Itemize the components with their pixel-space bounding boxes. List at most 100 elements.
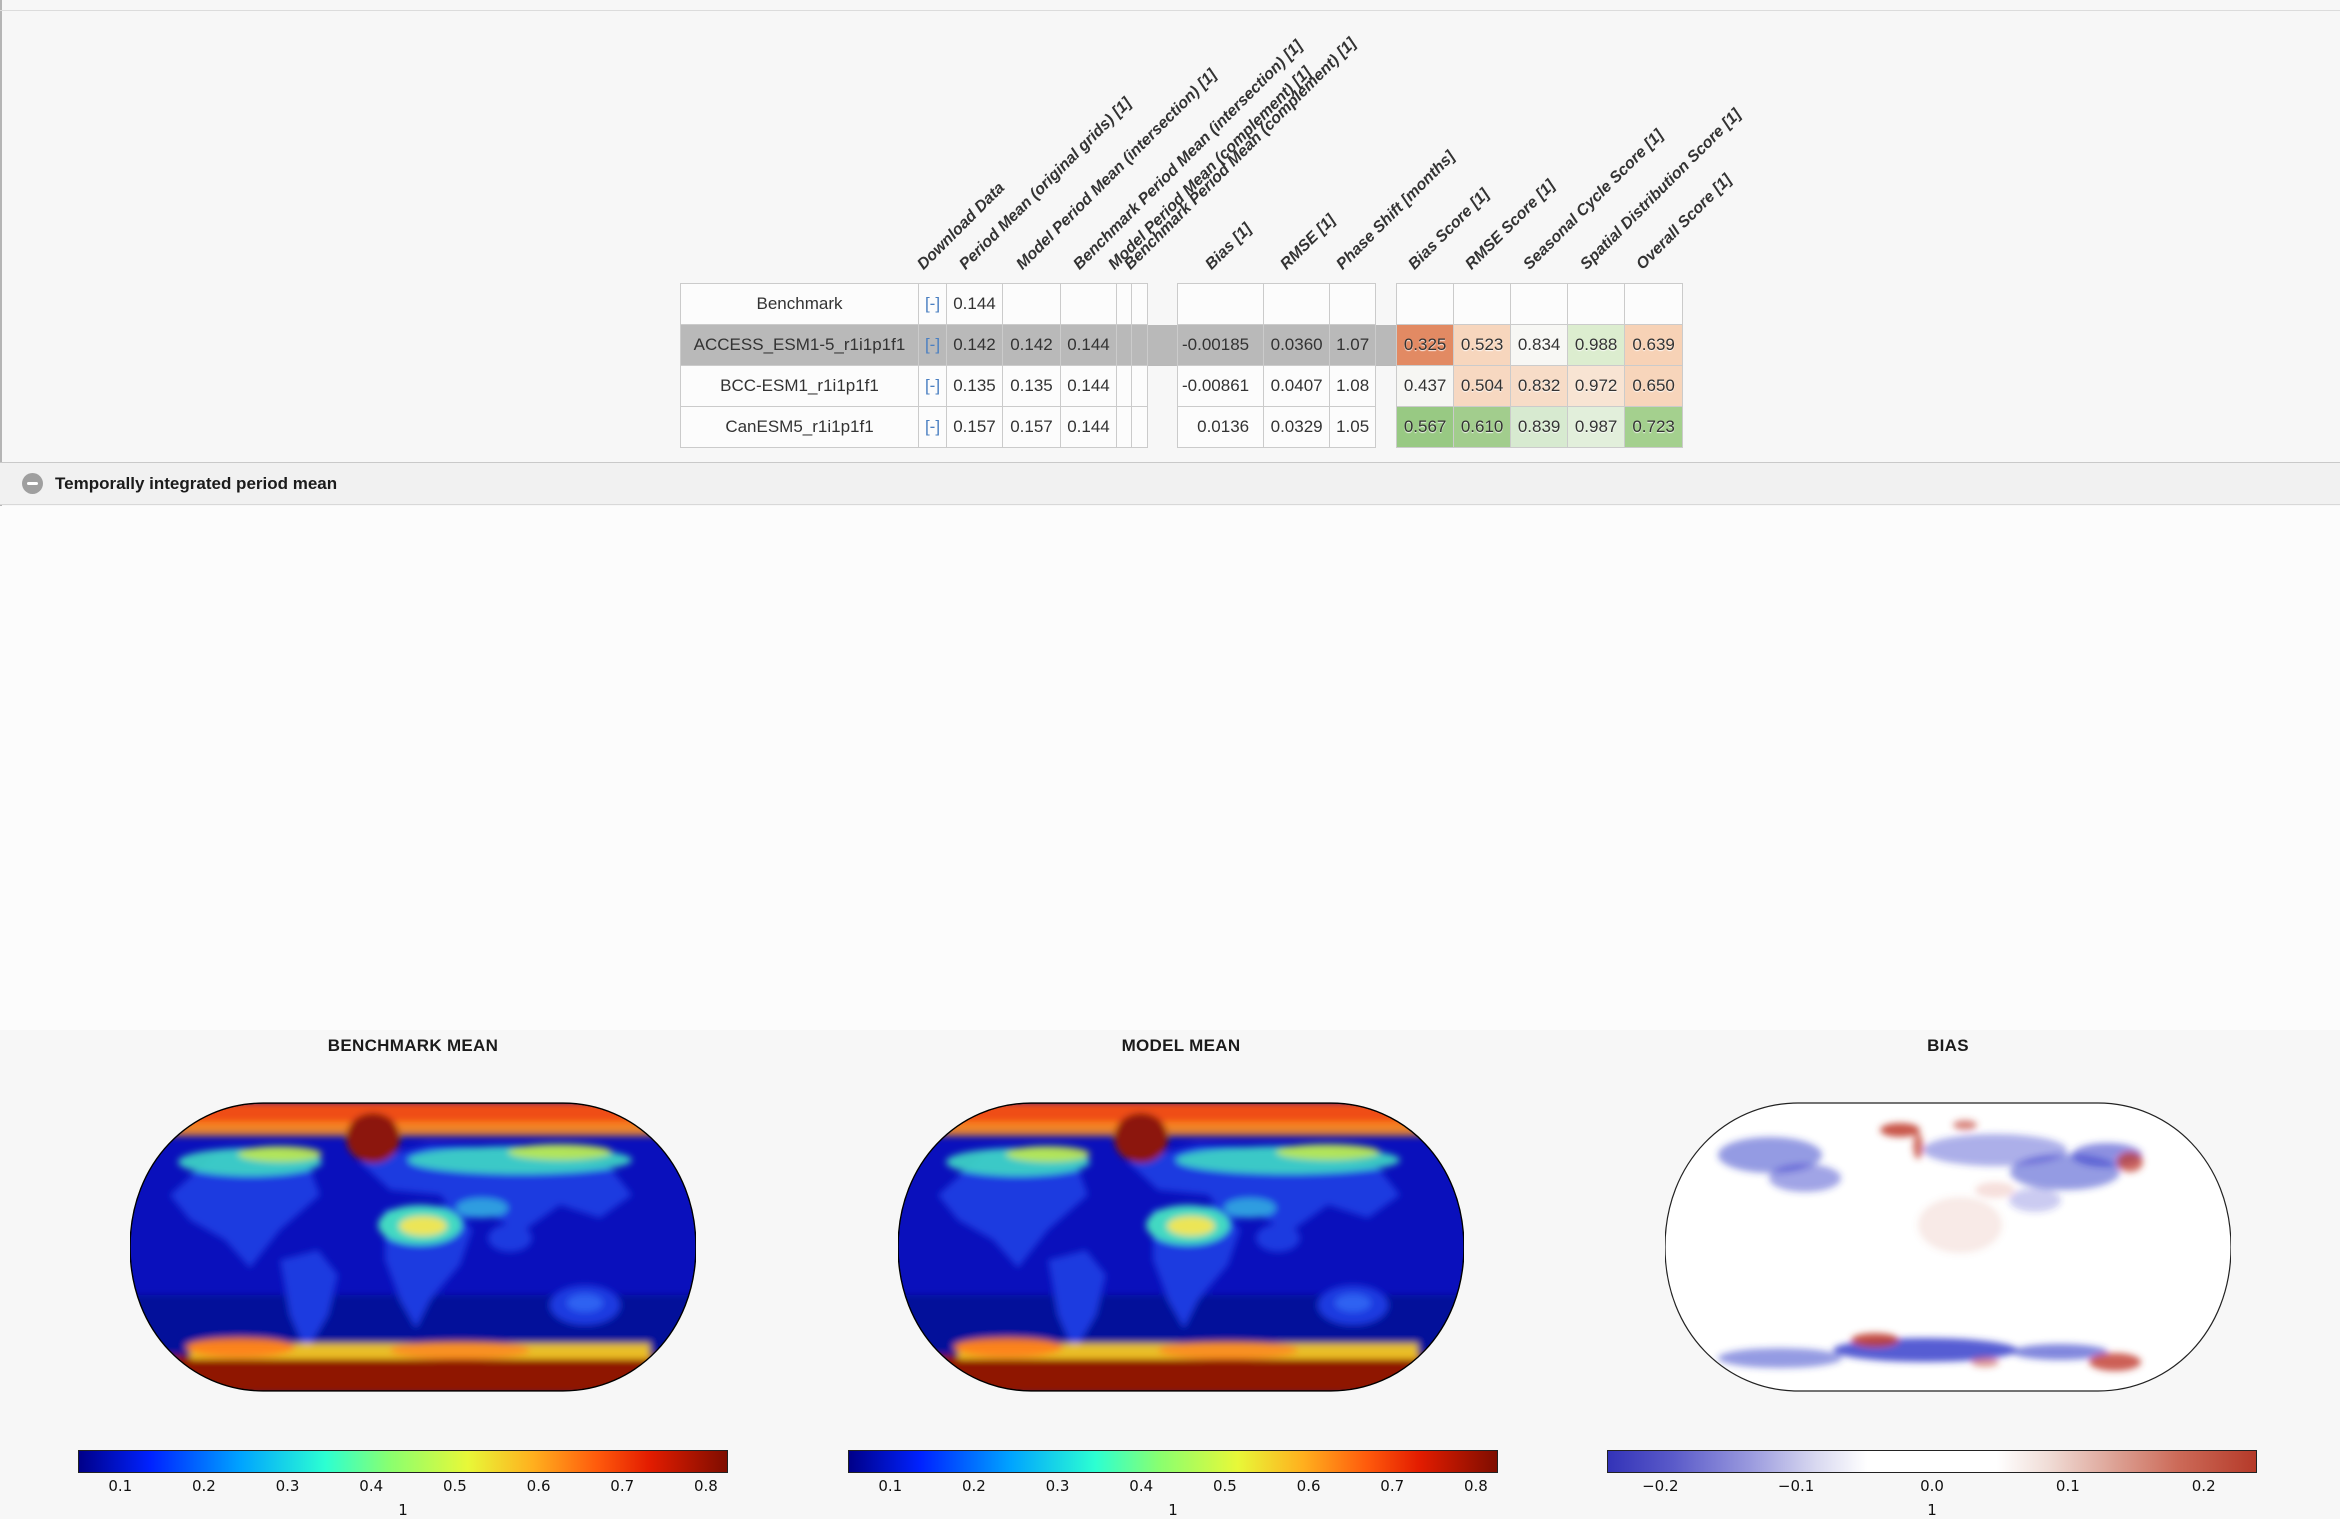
score-cell: 0.839 — [1510, 406, 1569, 448]
metric-value-cell: 0.144 — [1060, 324, 1117, 366]
table-gap — [1375, 324, 1397, 366]
download-data-link[interactable]: [-] — [924, 376, 941, 395]
model-row-label[interactable]: BCC-ESM1_r1i1p1f1 — [680, 365, 919, 407]
colorbar-tick-label: 0.4 — [1129, 1477, 1154, 1495]
metric-value-cell: 0.135 — [946, 365, 1003, 407]
score-cell: 0.523 — [1453, 324, 1512, 366]
score-cell: 0.972 — [1567, 365, 1626, 407]
table-row: BCC-ESM1_r1i1p1f1 [-] 0.135 0.135 0.144 -0.00… — [680, 365, 1684, 407]
bias-map — [1665, 1100, 2231, 1394]
metrics-table: Benchmark [-] 0.144 ACCESS_ESM1-5_r1i1p1f1 [… — [680, 283, 1684, 448]
model-mean-map — [898, 1100, 1464, 1394]
column-header: Phase Shift [months] — [1333, 148, 1459, 274]
colorbar-tick-label: 0.1 — [108, 1477, 133, 1495]
column-header: Overall Score [1] — [1633, 171, 1736, 274]
score-cell — [1624, 283, 1684, 325]
colorbar-tick-label: 0.8 — [1463, 1477, 1488, 1495]
column-header: Period Mean (original grids) [1] — [956, 94, 1135, 274]
bias-title: BIAS — [1927, 1036, 1969, 1055]
score-cell: 0.437 — [1396, 365, 1455, 407]
model-row-label[interactable]: Benchmark — [680, 283, 919, 325]
score-cell: 0.987 — [1567, 406, 1626, 448]
score-cell — [1510, 283, 1569, 325]
metric-value-cell: 0.157 — [1002, 406, 1061, 448]
metric-value-cell — [1131, 365, 1148, 407]
score-cell: 0.988 — [1567, 324, 1626, 366]
download-data-cell: [-] — [918, 365, 947, 407]
colorbar-tick-label: 0.5 — [442, 1477, 467, 1495]
colorbar-tick-label: −0.2 — [1642, 1477, 1679, 1495]
score-cell — [1567, 283, 1626, 325]
colorbar-tick-label: 0.8 — [693, 1477, 718, 1495]
download-data-cell: [-] — [918, 324, 947, 366]
column-header: Download Data — [914, 179, 1009, 274]
metric-value-cell: 0.142 — [946, 324, 1003, 366]
metric-value-cell: 0.0329 — [1263, 406, 1331, 448]
table-gap — [1376, 407, 1397, 448]
model-colorbar-unit: 1 — [1168, 1501, 1178, 1519]
metric-value-cell: 1.05 — [1329, 406, 1377, 448]
metric-value-cell — [1131, 324, 1148, 366]
colorbar-tick-label: 0.3 — [275, 1477, 300, 1495]
download-data-link[interactable]: [-] — [924, 294, 941, 313]
metric-value-cell: 0.157 — [946, 406, 1003, 448]
metric-value-cell: 0.144 — [1060, 406, 1117, 448]
metric-value-cell: 0.0136 — [1176, 406, 1265, 448]
model-row-label[interactable]: CanESM5_r1i1p1f1 — [680, 406, 919, 448]
metric-value-cell — [1060, 283, 1117, 325]
column-header: Benchmark Period Mean (intersection) [1] — [1070, 37, 1307, 274]
column-header: Seasonal Cycle Score [1] — [1520, 126, 1667, 274]
score-cell: 0.325 — [1396, 324, 1455, 366]
benchmark-mean-title: BENCHMARK MEAN — [327, 1036, 499, 1055]
table-gap — [1148, 407, 1178, 448]
colorbar-tick-label: 0.1 — [878, 1477, 903, 1495]
metric-value-cell — [1131, 283, 1148, 325]
benchmark-colorbar — [78, 1450, 728, 1473]
column-header: Model Period Mean (intersection) [1] — [1013, 66, 1221, 274]
metric-value-cell: 0.0407 — [1263, 365, 1331, 407]
collapse-section-icon[interactable] — [22, 473, 43, 494]
metric-value-cell — [1176, 283, 1265, 325]
colorbar-tick-label: 0.2 — [191, 1477, 216, 1495]
model-colorbar-ticks: 0.1 0.2 0.3 0.4 0.5 0.6 0.7 0.8 — [848, 1477, 1498, 1497]
metric-value-cell: -0.00185 — [1176, 324, 1265, 366]
download-data-cell: [-] — [918, 283, 947, 325]
colorbar-tick-label: 0.6 — [526, 1477, 551, 1495]
score-cell: 0.639 — [1624, 324, 1684, 366]
colorbar-tick-label: 0.7 — [610, 1477, 635, 1495]
score-cell: 0.832 — [1510, 365, 1569, 407]
table-gap — [1148, 366, 1178, 407]
metric-value-cell — [1116, 406, 1132, 448]
table-column-headers: Download Data Period Mean (original grids… — [680, 0, 1744, 283]
metric-value-cell: 1.08 — [1329, 365, 1377, 407]
column-header: Spatial Distribution Score [1] — [1577, 105, 1745, 274]
metric-value-cell: 1.07 — [1329, 324, 1377, 366]
colorbar-tick-label: 0.5 — [1212, 1477, 1237, 1495]
metric-value-cell: 0.0360 — [1263, 324, 1331, 366]
metric-value-cell — [1131, 406, 1148, 448]
benchmark-colorbar-ticks: 0.1 0.2 0.3 0.4 0.5 0.6 0.7 0.8 — [78, 1477, 728, 1497]
table-gap — [1147, 324, 1178, 366]
column-header: Benchmark Period Mean (complement) [1] — [1121, 34, 1360, 274]
colorbar-tick-label: 0.2 — [961, 1477, 986, 1495]
column-header: RMSE [1] — [1277, 211, 1340, 274]
column-header: Bias Score [1] — [1405, 185, 1493, 274]
benchmark-mean-map — [130, 1100, 696, 1394]
metric-value-cell: 0.142 — [1002, 324, 1061, 366]
colorbar-tick-label: 0.2 — [2191, 1477, 2216, 1495]
colorbar-tick-label: 0.0 — [1920, 1477, 1944, 1495]
benchmark-colorbar-unit: 1 — [398, 1501, 408, 1519]
score-cell — [1453, 283, 1512, 325]
table-gap — [1376, 366, 1397, 407]
bias-colorbar — [1607, 1450, 2257, 1473]
metric-value-cell — [1116, 283, 1132, 325]
score-cell — [1396, 283, 1455, 325]
download-data-link[interactable]: [-] — [924, 417, 941, 436]
bias-colorbar-ticks: −0.2 −0.1 0.0 0.1 0.2 — [1607, 1477, 2257, 1497]
top-divider — [0, 10, 2340, 11]
score-cell: 0.650 — [1624, 365, 1684, 407]
download-data-link[interactable]: [-] — [924, 335, 941, 354]
score-cell: 0.610 — [1453, 406, 1512, 448]
metric-value-cell — [1116, 324, 1132, 366]
model-row-label[interactable]: ACCESS_ESM1-5_r1i1p1f1 — [680, 324, 919, 366]
